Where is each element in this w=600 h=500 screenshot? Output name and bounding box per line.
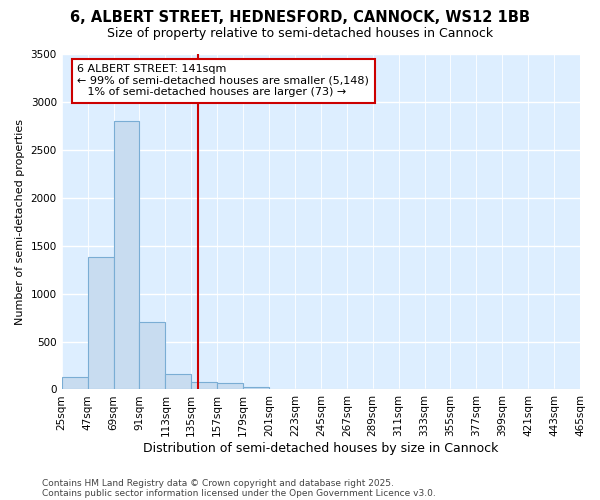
Text: Contains HM Land Registry data © Crown copyright and database right 2025.: Contains HM Land Registry data © Crown c… <box>42 478 394 488</box>
Bar <box>191 382 217 390</box>
Text: 6, ALBERT STREET, HEDNESFORD, CANNOCK, WS12 1BB: 6, ALBERT STREET, HEDNESFORD, CANNOCK, W… <box>70 10 530 25</box>
Text: Contains public sector information licensed under the Open Government Licence v3: Contains public sector information licen… <box>42 488 436 498</box>
Text: 6 ALBERT STREET: 141sqm
← 99% of semi-detached houses are smaller (5,148)
   1% : 6 ALBERT STREET: 141sqm ← 99% of semi-de… <box>77 64 369 98</box>
Bar <box>217 383 243 390</box>
Bar <box>243 386 269 390</box>
X-axis label: Distribution of semi-detached houses by size in Cannock: Distribution of semi-detached houses by … <box>143 442 499 455</box>
Bar <box>113 121 139 390</box>
Bar <box>62 377 88 390</box>
Text: Size of property relative to semi-detached houses in Cannock: Size of property relative to semi-detach… <box>107 28 493 40</box>
Bar <box>166 374 191 390</box>
Bar <box>139 322 166 390</box>
Y-axis label: Number of semi-detached properties: Number of semi-detached properties <box>15 118 25 324</box>
Bar <box>88 257 113 390</box>
